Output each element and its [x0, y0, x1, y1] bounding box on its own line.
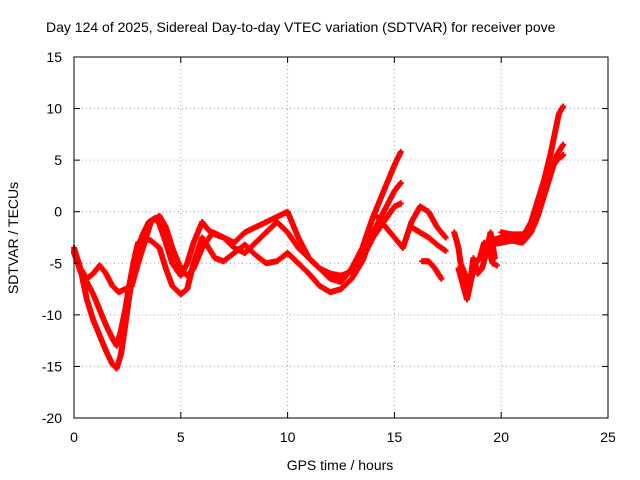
y-tick-label: 5 — [54, 152, 62, 168]
series-track-h — [455, 239, 500, 303]
series-track-f — [419, 258, 445, 282]
y-tick-label: 10 — [46, 101, 62, 117]
x-tick-label: 25 — [600, 429, 616, 445]
tick-labels: 0 5 10 15 20 25 -20 -15 -10 -5 0 5 10 15 — [42, 49, 616, 445]
x-axis-label: GPS time / hours — [287, 457, 394, 473]
x-tick-label: 0 — [70, 429, 78, 445]
series-track-j — [487, 141, 567, 248]
series-track-b — [71, 179, 404, 349]
data-point-marker — [493, 262, 500, 269]
y-tick-label: 15 — [46, 49, 62, 65]
y-tick-label: 0 — [54, 204, 62, 220]
data-point-marker — [560, 151, 567, 158]
x-tick-label: 15 — [387, 429, 403, 445]
data-point-marker — [397, 200, 404, 207]
x-tick-label: 10 — [280, 429, 296, 445]
y-tick-label: -10 — [42, 307, 62, 323]
chart-title: Day 124 of 2025, Sidereal Day-to-day VTE… — [46, 19, 556, 35]
series-track-i — [487, 103, 567, 244]
plot-frame — [73, 56, 609, 419]
y-tick-label: -5 — [50, 255, 63, 271]
series-track-c — [71, 200, 404, 296]
y-axis-label: SDTVAR / TECUs — [5, 182, 21, 294]
data-point-marker — [397, 148, 404, 155]
series-track-k — [498, 151, 567, 238]
series-track-e — [408, 224, 449, 254]
data-point-marker — [442, 234, 449, 241]
data-point-marker — [560, 103, 567, 110]
x-tick-label: 5 — [177, 429, 185, 445]
x-tick-label: 20 — [493, 429, 509, 445]
data-point-marker — [397, 179, 404, 186]
data-layer — [71, 103, 567, 372]
data-point-marker — [442, 247, 449, 254]
data-point-marker — [560, 141, 567, 148]
data-point-marker — [438, 275, 445, 282]
series-track-d — [374, 203, 449, 251]
y-tick-label: -15 — [42, 358, 62, 374]
ticks — [73, 56, 609, 419]
y-tick-label: -20 — [42, 410, 62, 426]
